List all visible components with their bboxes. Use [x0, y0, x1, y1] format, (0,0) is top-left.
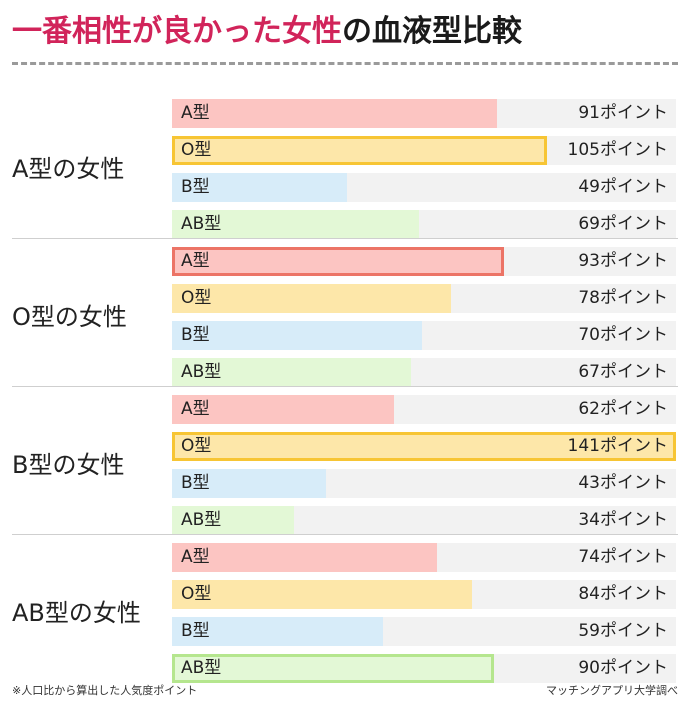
bar-label: A型: [181, 547, 210, 567]
value-label: 70ポイント: [578, 325, 668, 345]
bar-label: B型: [181, 325, 210, 345]
bar: [172, 580, 473, 609]
value-label: 34ポイント: [578, 510, 668, 530]
bar-label: AB型: [181, 362, 222, 382]
value-label: 93ポイント: [578, 251, 668, 271]
value-label: 91ポイント: [578, 103, 668, 123]
bar: [172, 395, 394, 424]
bar-label: A型: [181, 399, 210, 419]
group-separator: [12, 238, 678, 239]
bar-row: AB型 67ポイント: [172, 358, 676, 387]
value-label: 49ポイント: [578, 177, 668, 197]
group-label: AB型の女性: [12, 599, 141, 627]
value-label: 43ポイント: [578, 473, 668, 493]
bar: [172, 173, 348, 202]
title-divider: [12, 62, 678, 65]
bar-label: O型: [181, 288, 212, 308]
bar-row: A型 62ポイント: [172, 395, 676, 424]
bar: [172, 136, 548, 165]
bar: [172, 284, 451, 313]
bar-label: B型: [181, 177, 210, 197]
bar-label: AB型: [181, 658, 222, 678]
bar-label: A型: [181, 103, 210, 123]
bar: [172, 247, 505, 276]
bar-label: B型: [181, 621, 210, 641]
bar: [172, 358, 412, 387]
value-label: 78ポイント: [578, 288, 668, 308]
group-separator: [12, 534, 678, 535]
bar-row: A型 91ポイント: [172, 99, 676, 128]
bar-label: O型: [181, 140, 212, 160]
value-label: 105ポイント: [567, 140, 668, 160]
bar: [172, 617, 383, 646]
bar: [172, 506, 294, 535]
bar: [172, 469, 326, 498]
bar-row: B型 70ポイント: [172, 321, 676, 350]
bar: [172, 99, 498, 128]
group-label: A型の女性: [12, 155, 125, 183]
chart-title-rest: の血液型比較: [342, 14, 522, 49]
bar-row: O型 141ポイント: [172, 432, 676, 461]
bar-row: B型 43ポイント: [172, 469, 676, 498]
bar-row: A型 74ポイント: [172, 543, 676, 572]
bar-label: A型: [181, 251, 210, 271]
bar-label: AB型: [181, 510, 222, 530]
bar: [172, 210, 419, 239]
bar-row: A型 93ポイント: [172, 247, 676, 276]
source-credit: マッチングアプリ大学調べ: [546, 684, 678, 697]
chart-title: 一番相性が良かった女性の血液型比較: [12, 12, 522, 52]
bar-row: O型 84ポイント: [172, 580, 676, 609]
footnote: ※人口比から算出した人気度ポイント: [12, 684, 198, 697]
bar-row: AB型 69ポイント: [172, 210, 676, 239]
bar-row: O型 105ポイント: [172, 136, 676, 165]
bar-row: AB型 90ポイント: [172, 654, 676, 683]
bar-row: O型 78ポイント: [172, 284, 676, 313]
bar: [172, 432, 676, 461]
value-label: 84ポイント: [578, 584, 668, 604]
value-label: 74ポイント: [578, 547, 668, 567]
bar: [172, 654, 494, 683]
value-label: 59ポイント: [578, 621, 668, 641]
bar-row: AB型 34ポイント: [172, 506, 676, 535]
bar-row: B型 59ポイント: [172, 617, 676, 646]
value-label: 62ポイント: [578, 399, 668, 419]
bar-label: O型: [181, 584, 212, 604]
bar-label: AB型: [181, 214, 222, 234]
value-label: 90ポイント: [578, 658, 668, 678]
bar-label: B型: [181, 473, 210, 493]
value-label: 67ポイント: [578, 362, 668, 382]
bar: [172, 321, 423, 350]
bar-row: B型 49ポイント: [172, 173, 676, 202]
bar: [172, 543, 437, 572]
chart-title-highlight: 一番相性が良かった女性: [12, 14, 342, 49]
value-label: 141ポイント: [567, 436, 668, 456]
group-separator: [12, 386, 678, 387]
value-label: 69ポイント: [578, 214, 668, 234]
group-label: O型の女性: [12, 303, 127, 331]
group-label: B型の女性: [12, 451, 125, 479]
bar-label: O型: [181, 436, 212, 456]
